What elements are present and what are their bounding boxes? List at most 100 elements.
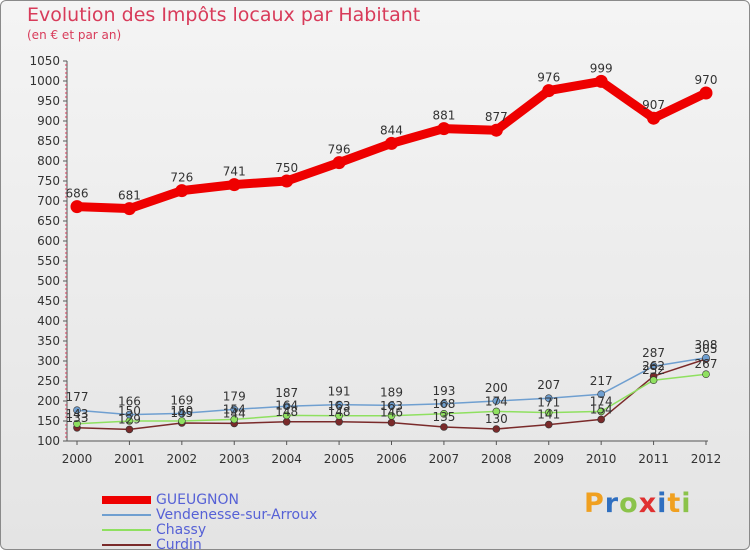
data-point xyxy=(282,402,291,411)
legend-swatch xyxy=(102,496,151,504)
logo-letter: i xyxy=(657,488,668,519)
data-label: 135 xyxy=(432,410,455,424)
data-point xyxy=(282,411,291,420)
data-point xyxy=(437,122,451,136)
data-point xyxy=(597,407,605,416)
data-point xyxy=(178,409,186,418)
data-label: 305 xyxy=(695,342,718,356)
data-point xyxy=(440,399,448,408)
x-tick-label: 2007 xyxy=(429,452,460,466)
data-label: 129 xyxy=(118,412,141,426)
data-point xyxy=(230,415,239,424)
proxiti-logo: Proxiti xyxy=(584,488,692,519)
data-point xyxy=(122,202,136,216)
data-point xyxy=(282,417,291,426)
data-label: 189 xyxy=(380,385,403,399)
data-label: 877 xyxy=(485,110,508,124)
data-point xyxy=(492,407,501,416)
data-label: 681 xyxy=(118,189,141,203)
data-label: 750 xyxy=(275,161,298,175)
data-point xyxy=(489,123,503,137)
data-point xyxy=(175,184,189,198)
data-label: 150 xyxy=(170,404,193,418)
data-point xyxy=(335,411,343,420)
data-label: 970 xyxy=(695,73,718,87)
data-point xyxy=(280,174,294,188)
data-point xyxy=(227,178,241,192)
data-label: 141 xyxy=(537,408,560,422)
data-label: 150 xyxy=(118,404,141,418)
data-label: 267 xyxy=(695,357,718,371)
data-label: 217 xyxy=(590,374,613,388)
data-point xyxy=(125,425,134,434)
data-point xyxy=(70,200,84,214)
logo-letter: x xyxy=(638,488,658,519)
legend-label: Curdin xyxy=(156,537,202,550)
data-point xyxy=(544,394,553,403)
data-label: 187 xyxy=(275,386,298,400)
data-label: 145 xyxy=(170,406,193,420)
data-label: 146 xyxy=(380,406,403,420)
y-tick-label: 250 xyxy=(37,374,60,388)
data-label: 166 xyxy=(118,395,141,409)
data-point xyxy=(647,111,661,125)
data-label: 726 xyxy=(170,171,193,185)
data-label: 191 xyxy=(328,385,351,399)
data-point xyxy=(597,390,605,399)
data-label: 999 xyxy=(590,61,613,75)
y-tick-label: 350 xyxy=(37,334,60,348)
data-label: 308 xyxy=(695,338,718,352)
data-point xyxy=(699,86,713,100)
data-point xyxy=(544,420,553,429)
x-tick-label: 2006 xyxy=(376,452,407,466)
data-label: 177 xyxy=(66,390,89,404)
y-tick-label: 700 xyxy=(37,194,60,208)
data-label: 171 xyxy=(537,396,560,410)
data-point xyxy=(332,156,346,170)
data-point xyxy=(542,84,556,98)
data-label: 163 xyxy=(380,399,403,413)
data-point xyxy=(178,417,186,425)
data-point xyxy=(440,423,448,431)
x-tick-label: 2011 xyxy=(638,452,669,466)
data-label: 796 xyxy=(328,143,351,157)
data-label: 252 xyxy=(642,363,665,377)
data-label: 686 xyxy=(66,187,89,201)
data-label: 907 xyxy=(642,98,665,112)
legend-swatch xyxy=(102,544,151,546)
data-point xyxy=(125,410,134,419)
data-point xyxy=(387,411,396,420)
data-label: 154 xyxy=(590,402,613,416)
data-label: 200 xyxy=(485,381,508,395)
data-label: 174 xyxy=(590,394,613,408)
data-label: 287 xyxy=(642,346,665,360)
data-label: 164 xyxy=(275,398,298,412)
data-label: 148 xyxy=(328,405,351,419)
data-point xyxy=(492,397,501,405)
y-tick-label: 400 xyxy=(37,314,60,328)
chart-subtitle: (en € et par an) xyxy=(27,28,122,42)
x-tick-label: 2009 xyxy=(533,452,564,466)
data-point xyxy=(544,408,553,417)
data-point xyxy=(702,353,710,362)
data-label: 174 xyxy=(485,394,508,408)
data-label: 741 xyxy=(223,165,246,179)
data-label: 169 xyxy=(170,393,193,407)
data-point xyxy=(73,406,81,415)
data-label: 881 xyxy=(432,109,455,123)
logo-letter: r xyxy=(604,488,620,519)
x-tick-label: 2012 xyxy=(691,452,722,466)
data-label: 844 xyxy=(380,123,403,137)
data-label: 144 xyxy=(223,406,246,420)
y-tick-label: 800 xyxy=(37,154,60,168)
y-tick-label: 850 xyxy=(37,134,60,148)
data-label: 976 xyxy=(537,71,560,85)
data-label: 168 xyxy=(432,397,455,411)
data-point xyxy=(492,425,501,433)
data-point xyxy=(73,419,81,428)
y-tick-label: 900 xyxy=(37,114,60,128)
y-tick-label: 1050 xyxy=(29,54,60,68)
data-point xyxy=(702,370,710,379)
